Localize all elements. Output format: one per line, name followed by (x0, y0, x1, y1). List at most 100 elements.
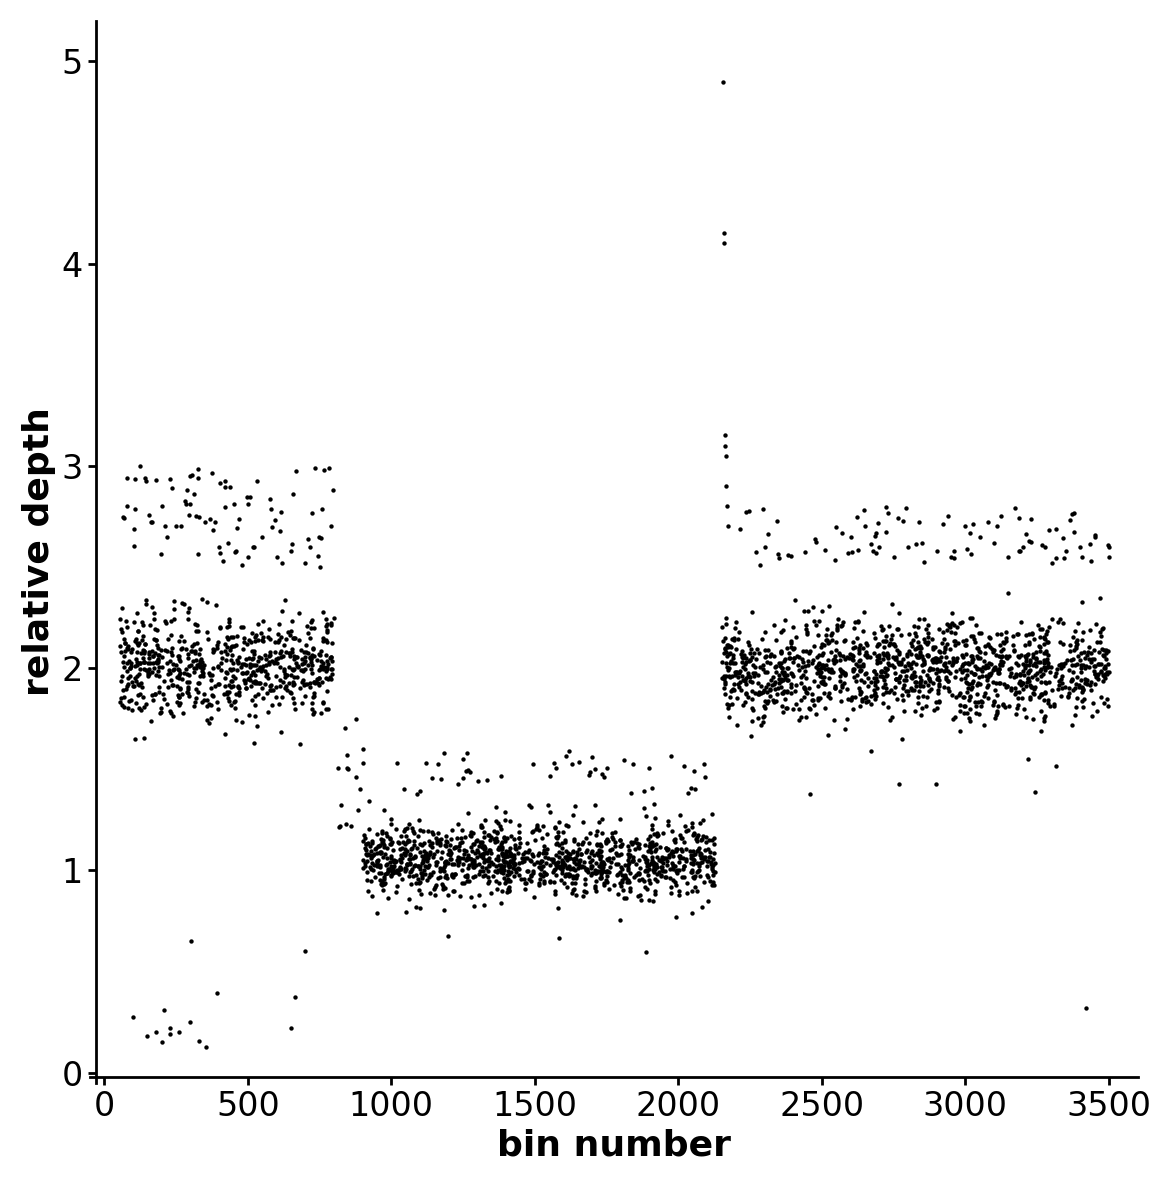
Point (305, 673, 323, 691)
Point (120, 667, 139, 686)
Point (427, 834, 446, 852)
Point (396, 862, 415, 881)
Point (878, 646, 897, 665)
Point (303, 638, 322, 657)
Point (469, 855, 488, 874)
Point (773, 658, 791, 677)
Point (187, 680, 206, 699)
Point (195, 690, 214, 709)
Point (467, 855, 486, 874)
Point (883, 648, 902, 667)
Point (241, 670, 260, 689)
Point (535, 837, 554, 856)
Point (1007, 654, 1025, 673)
Point (636, 806, 655, 825)
Point (133, 631, 152, 650)
Point (761, 687, 780, 706)
Point (913, 699, 931, 718)
Point (410, 821, 429, 839)
Point (590, 856, 609, 875)
Point (236, 650, 255, 669)
Point (379, 888, 397, 907)
Point (733, 652, 751, 671)
Point (835, 632, 854, 651)
Point (456, 850, 475, 869)
Point (233, 639, 252, 658)
Point (975, 643, 994, 662)
Point (188, 633, 207, 652)
Point (773, 697, 791, 716)
Point (449, 852, 468, 871)
Point (563, 841, 582, 860)
Point (682, 778, 701, 797)
Point (530, 821, 549, 839)
Point (387, 861, 406, 880)
Point (720, 695, 739, 714)
Point (396, 902, 415, 921)
Point (397, 826, 416, 845)
Point (318, 620, 336, 639)
Point (866, 624, 884, 643)
Point (548, 834, 567, 852)
Point (553, 844, 572, 863)
Point (688, 841, 707, 860)
Point (535, 841, 554, 860)
Point (844, 659, 863, 678)
Point (918, 688, 937, 707)
Point (415, 856, 434, 875)
Point (582, 841, 601, 860)
Point (993, 646, 1011, 665)
Point (769, 545, 788, 564)
Point (816, 630, 835, 649)
Point (218, 638, 236, 657)
Point (684, 825, 703, 844)
Point (338, 759, 356, 778)
Point (1067, 697, 1085, 716)
Point (612, 877, 630, 896)
Point (421, 835, 440, 854)
Point (887, 669, 906, 688)
Point (851, 682, 870, 701)
Point (994, 639, 1013, 658)
Point (613, 871, 632, 890)
Point (185, 658, 203, 677)
Point (381, 830, 400, 849)
Point (904, 617, 923, 636)
Point (356, 841, 375, 860)
Point (934, 515, 953, 534)
Point (383, 858, 402, 877)
Point (543, 850, 562, 869)
Point (400, 831, 419, 850)
Point (1098, 655, 1117, 674)
Point (527, 816, 546, 835)
Point (572, 845, 590, 864)
Point (486, 862, 505, 881)
Point (473, 817, 492, 836)
Point (459, 848, 477, 867)
Point (576, 882, 595, 901)
Point (977, 655, 996, 674)
Point (152, 641, 171, 659)
Point (942, 604, 961, 623)
Point (586, 759, 604, 778)
Point (903, 630, 922, 649)
Point (694, 848, 713, 867)
Point (918, 623, 937, 642)
Point (723, 654, 742, 673)
Point (662, 842, 681, 861)
Point (377, 838, 396, 857)
Point (821, 625, 840, 644)
Point (548, 852, 567, 871)
Point (644, 852, 663, 871)
Point (1069, 677, 1088, 696)
Point (978, 688, 997, 707)
Point (1082, 681, 1101, 700)
Point (687, 882, 706, 901)
Point (370, 836, 389, 855)
Point (403, 867, 422, 886)
Point (534, 863, 553, 882)
Point (305, 646, 323, 665)
Point (795, 656, 814, 675)
Point (994, 696, 1013, 715)
Point (721, 644, 740, 663)
